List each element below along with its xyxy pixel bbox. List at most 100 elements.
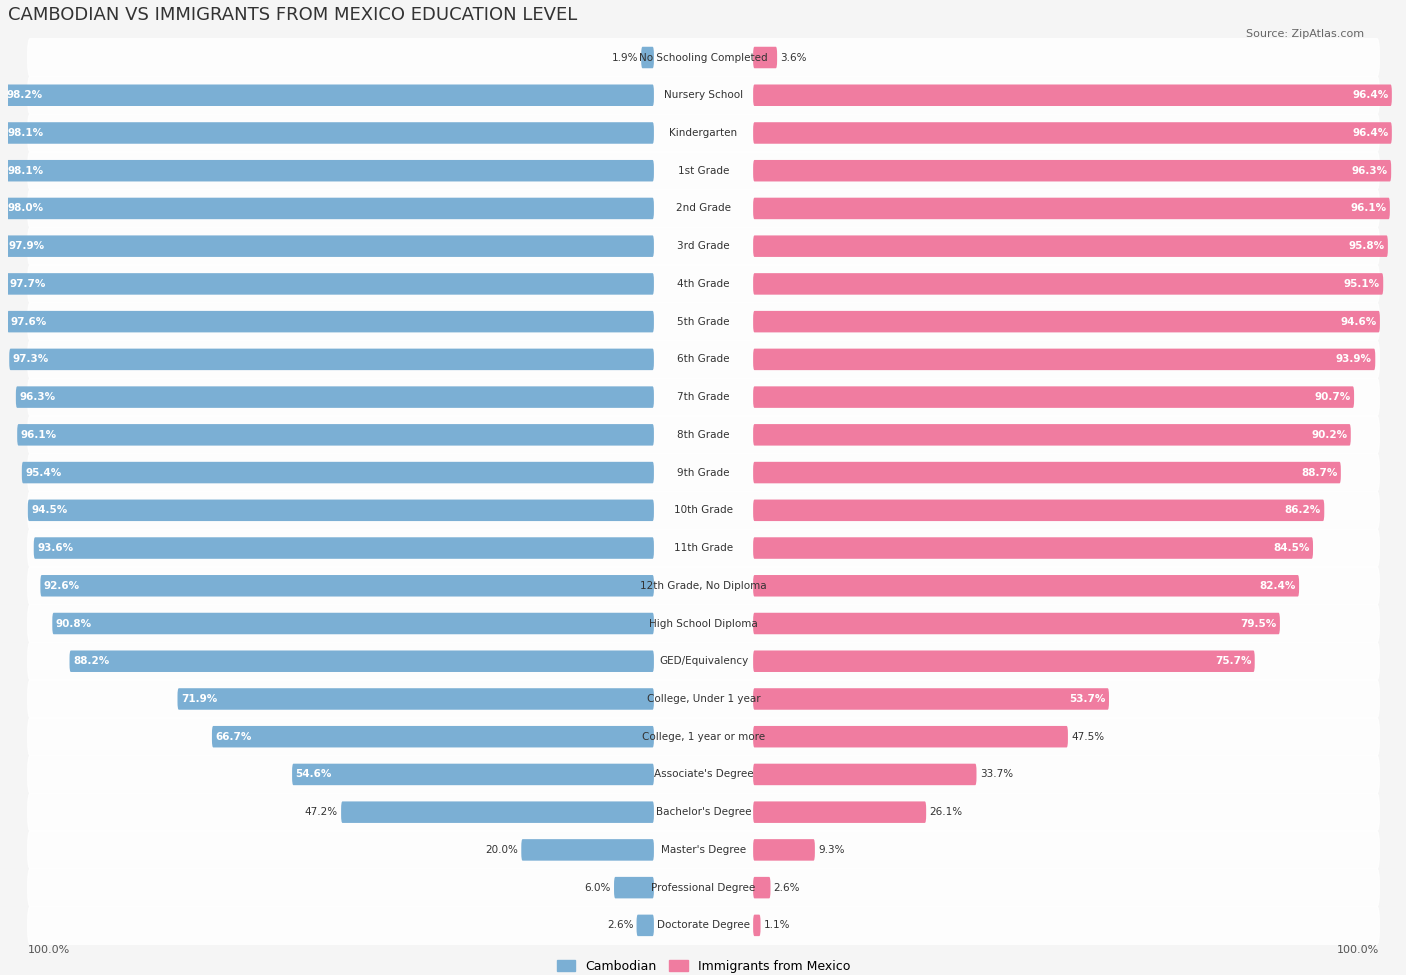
FancyBboxPatch shape: [754, 499, 1324, 521]
Text: 86.2%: 86.2%: [1285, 505, 1320, 516]
Text: 90.2%: 90.2%: [1312, 430, 1347, 440]
Text: 71.9%: 71.9%: [181, 694, 217, 704]
FancyBboxPatch shape: [7, 311, 654, 332]
Text: 97.9%: 97.9%: [8, 241, 45, 252]
FancyBboxPatch shape: [6, 235, 654, 257]
Text: 93.9%: 93.9%: [1336, 354, 1372, 365]
Text: 98.1%: 98.1%: [7, 128, 44, 138]
Text: 66.7%: 66.7%: [215, 731, 252, 742]
FancyBboxPatch shape: [28, 340, 1379, 378]
FancyBboxPatch shape: [28, 681, 1379, 718]
FancyBboxPatch shape: [754, 763, 977, 785]
Text: 96.3%: 96.3%: [1351, 166, 1388, 175]
Text: 97.6%: 97.6%: [11, 317, 46, 327]
FancyBboxPatch shape: [754, 85, 1392, 106]
FancyBboxPatch shape: [4, 198, 654, 219]
Text: 2nd Grade: 2nd Grade: [676, 204, 731, 214]
Text: 54.6%: 54.6%: [295, 769, 332, 779]
FancyBboxPatch shape: [28, 499, 654, 521]
FancyBboxPatch shape: [28, 189, 1379, 227]
FancyBboxPatch shape: [28, 718, 1379, 756]
FancyBboxPatch shape: [754, 915, 761, 936]
Text: 3rd Grade: 3rd Grade: [678, 241, 730, 252]
FancyBboxPatch shape: [15, 386, 654, 408]
Text: 88.2%: 88.2%: [73, 656, 110, 666]
Text: 96.4%: 96.4%: [1353, 128, 1389, 138]
Text: 9.3%: 9.3%: [818, 845, 845, 855]
FancyBboxPatch shape: [754, 349, 1375, 371]
Text: 2.6%: 2.6%: [773, 882, 800, 893]
FancyBboxPatch shape: [28, 794, 1379, 831]
FancyBboxPatch shape: [754, 462, 1341, 484]
FancyBboxPatch shape: [4, 122, 654, 143]
FancyBboxPatch shape: [52, 612, 654, 635]
FancyBboxPatch shape: [22, 462, 654, 484]
Text: 95.4%: 95.4%: [25, 468, 62, 478]
Text: 4th Grade: 4th Grade: [678, 279, 730, 289]
FancyBboxPatch shape: [292, 763, 654, 785]
Text: 90.7%: 90.7%: [1315, 392, 1351, 402]
Text: 1.1%: 1.1%: [763, 920, 790, 930]
FancyBboxPatch shape: [28, 831, 1379, 869]
FancyBboxPatch shape: [28, 76, 1379, 114]
FancyBboxPatch shape: [614, 877, 654, 898]
Text: 10th Grade: 10th Grade: [673, 505, 733, 516]
Text: 9th Grade: 9th Grade: [678, 468, 730, 478]
Text: 12th Grade, No Diploma: 12th Grade, No Diploma: [640, 581, 766, 591]
Text: 98.1%: 98.1%: [7, 166, 44, 175]
Text: 100.0%: 100.0%: [28, 945, 70, 955]
FancyBboxPatch shape: [754, 839, 815, 861]
Text: 53.7%: 53.7%: [1069, 694, 1105, 704]
Text: 96.1%: 96.1%: [1350, 204, 1386, 214]
Text: 92.6%: 92.6%: [44, 581, 80, 591]
FancyBboxPatch shape: [522, 839, 654, 861]
Text: 96.1%: 96.1%: [21, 430, 56, 440]
Text: No Schooling Completed: No Schooling Completed: [640, 53, 768, 62]
FancyBboxPatch shape: [28, 39, 1379, 76]
FancyBboxPatch shape: [754, 801, 927, 823]
Text: 1st Grade: 1st Grade: [678, 166, 730, 175]
FancyBboxPatch shape: [69, 650, 654, 672]
FancyBboxPatch shape: [28, 869, 1379, 907]
Text: Doctorate Degree: Doctorate Degree: [657, 920, 749, 930]
Text: 5th Grade: 5th Grade: [678, 317, 730, 327]
Text: 95.1%: 95.1%: [1344, 279, 1379, 289]
Text: College, Under 1 year: College, Under 1 year: [647, 694, 761, 704]
FancyBboxPatch shape: [28, 227, 1379, 265]
Text: High School Diploma: High School Diploma: [650, 618, 758, 629]
Legend: Cambodian, Immigrants from Mexico: Cambodian, Immigrants from Mexico: [557, 960, 851, 973]
Text: 88.7%: 88.7%: [1301, 468, 1337, 478]
FancyBboxPatch shape: [754, 575, 1299, 597]
Text: 3.6%: 3.6%: [780, 53, 807, 62]
FancyBboxPatch shape: [637, 915, 654, 936]
FancyBboxPatch shape: [212, 726, 654, 748]
Text: 47.2%: 47.2%: [305, 807, 337, 817]
FancyBboxPatch shape: [28, 756, 1379, 794]
Text: 79.5%: 79.5%: [1240, 618, 1277, 629]
Text: 1.9%: 1.9%: [612, 53, 638, 62]
FancyBboxPatch shape: [754, 122, 1392, 143]
FancyBboxPatch shape: [34, 537, 654, 559]
Text: 33.7%: 33.7%: [980, 769, 1012, 779]
Text: Bachelor's Degree: Bachelor's Degree: [655, 807, 751, 817]
Text: GED/Equivalency: GED/Equivalency: [659, 656, 748, 666]
FancyBboxPatch shape: [4, 160, 654, 181]
FancyBboxPatch shape: [28, 907, 1379, 944]
FancyBboxPatch shape: [28, 643, 1379, 681]
Text: 94.5%: 94.5%: [31, 505, 67, 516]
FancyBboxPatch shape: [754, 198, 1391, 219]
Text: 20.0%: 20.0%: [485, 845, 517, 855]
FancyBboxPatch shape: [754, 47, 778, 68]
FancyBboxPatch shape: [7, 273, 654, 294]
FancyBboxPatch shape: [28, 566, 1379, 604]
Text: 98.2%: 98.2%: [7, 91, 42, 100]
FancyBboxPatch shape: [754, 273, 1384, 294]
Text: 97.3%: 97.3%: [13, 354, 49, 365]
Text: 75.7%: 75.7%: [1215, 656, 1251, 666]
Text: Master's Degree: Master's Degree: [661, 845, 747, 855]
FancyBboxPatch shape: [28, 529, 1379, 566]
Text: 84.5%: 84.5%: [1274, 543, 1309, 553]
FancyBboxPatch shape: [28, 416, 1379, 453]
Text: Kindergarten: Kindergarten: [669, 128, 738, 138]
Text: 7th Grade: 7th Grade: [678, 392, 730, 402]
